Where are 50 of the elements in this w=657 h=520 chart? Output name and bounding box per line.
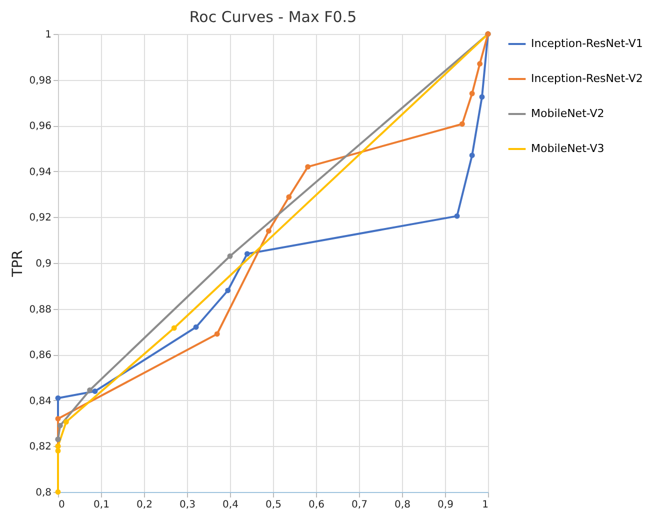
point (469, 90, 475, 96)
point (225, 288, 231, 294)
point (214, 331, 220, 337)
x-tick-label: 0,1 (94, 500, 110, 510)
y-tick-label: 1 (45, 30, 52, 40)
point (55, 395, 61, 401)
x-tick-label: 0,3 (180, 500, 196, 510)
y-tick-label: 0,8 (36, 488, 52, 498)
point (193, 324, 199, 330)
point (286, 194, 292, 200)
point (477, 61, 483, 67)
point (244, 251, 250, 257)
point (171, 325, 177, 331)
chart-title: Roc Curves - Max F0.5 (189, 8, 357, 26)
x-tick-label: 0,5 (266, 500, 282, 510)
x-tick-label: 0,7 (352, 500, 368, 510)
point (55, 489, 61, 495)
point (227, 253, 233, 259)
point (459, 121, 465, 127)
point (63, 419, 69, 425)
x-tick-label: 1 (482, 500, 488, 510)
point (55, 416, 61, 422)
y-tick-label: 0,84 (29, 396, 52, 407)
y-tick-label: 0,96 (29, 121, 52, 132)
point (57, 422, 63, 428)
legend-label: MobileNet-V3 (531, 142, 604, 155)
point (469, 152, 475, 158)
y-tick-label: 0,9 (36, 258, 52, 270)
point (479, 94, 485, 100)
y-tick-label: 0,98 (29, 75, 52, 86)
y-tick-label: 0,88 (29, 304, 52, 316)
x-tick-label: 0,2 (136, 500, 152, 510)
x-tick-label: 0,4 (222, 500, 238, 510)
y-axis-title: TPR (10, 250, 26, 278)
legend-label: Inception-ResNet-V2 (531, 72, 643, 85)
point (305, 164, 311, 170)
x-tick-label: 0,8 (394, 500, 410, 510)
legend-label: MobileNet-V2 (531, 107, 604, 120)
y-tick-label: 0,94 (29, 166, 52, 178)
legend-label: Inception-ResNet-V1 (531, 37, 643, 50)
x-tick-label: 0 (58, 500, 65, 510)
x-tick-label: 0,9 (438, 500, 454, 510)
point (92, 388, 98, 394)
y-tick-label: 0,92 (29, 212, 52, 224)
y-tick-label: 0,82 (29, 442, 52, 453)
x-tick-label: 0,6 (308, 500, 324, 510)
point (87, 387, 93, 393)
y-tick-label: 0,86 (29, 350, 52, 362)
point (454, 213, 460, 219)
point (266, 228, 272, 234)
